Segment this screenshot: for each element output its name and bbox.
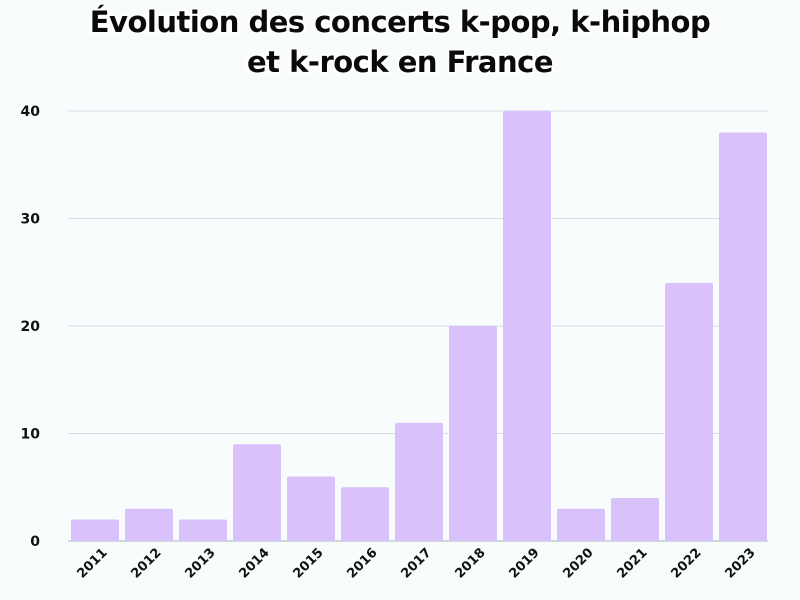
x-tick-label: 2013 [182, 545, 218, 581]
bar-2021 [611, 498, 659, 541]
x-tick-label: 2016 [344, 545, 380, 581]
bar-2011 [71, 519, 119, 541]
x-tick-label: 2023 [722, 545, 758, 581]
bar-2022 [665, 283, 713, 541]
chart-title-line-2: et k-rock en France [247, 45, 554, 79]
chart-title: Évolution des concerts k-pop, k-hiphop e… [0, 2, 800, 82]
bar-2020 [557, 508, 605, 541]
x-tick-label: 2021 [614, 545, 650, 581]
x-tick-label: 2022 [668, 545, 704, 581]
x-tick-label: 2017 [398, 545, 434, 581]
x-tick-label: 2015 [290, 545, 326, 581]
bar-2012 [125, 508, 173, 541]
x-tick-label: 2011 [74, 545, 110, 581]
y-tick-label: 10 [21, 427, 41, 443]
bar-2015 [287, 476, 335, 541]
x-tick-label: 2018 [452, 545, 488, 581]
y-tick-label: 0 [30, 534, 40, 550]
x-tick-label: 2012 [128, 545, 164, 581]
bar-2017 [395, 422, 443, 541]
bar-2018 [449, 326, 497, 541]
y-tick-label: 40 [21, 104, 41, 120]
bar-2014 [233, 444, 281, 541]
bar-2019 [503, 111, 551, 541]
y-tick-label: 30 [21, 212, 41, 228]
bar-2016 [341, 487, 389, 541]
chart-title-line-1: Évolution des concerts k-pop, k-hiphop [89, 5, 711, 39]
x-tick-label: 2019 [506, 545, 542, 581]
y-tick-label: 20 [21, 319, 41, 335]
x-tick-label: 2020 [560, 545, 596, 581]
x-tick-label: 2014 [236, 545, 272, 581]
bar-2023 [719, 132, 767, 541]
bar-2013 [179, 519, 227, 541]
